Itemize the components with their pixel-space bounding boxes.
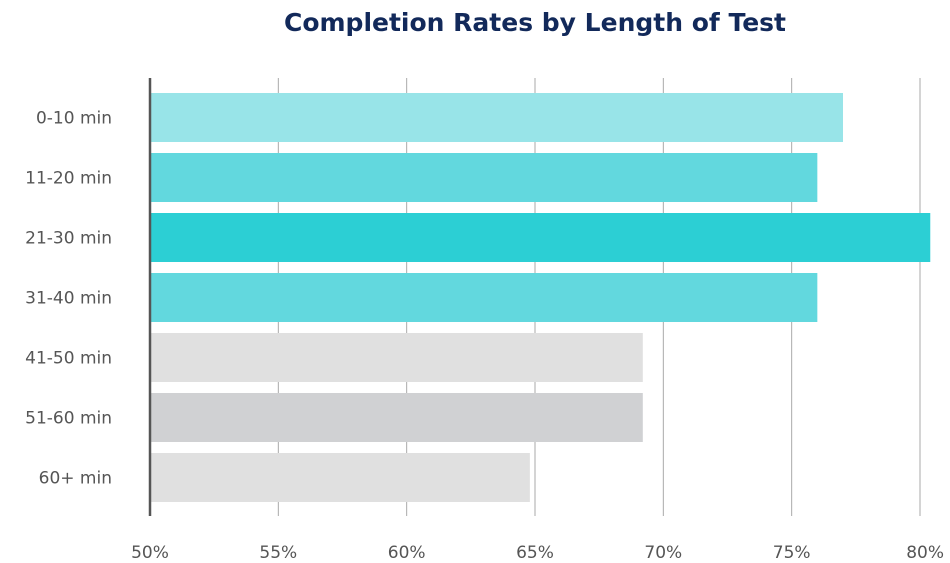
bar-0-10-min <box>150 93 843 142</box>
bar-11-20-min <box>150 153 818 202</box>
category-label: 51-60 min <box>25 409 112 429</box>
bar-60-min <box>150 453 530 502</box>
x-tick-label: 80% <box>906 543 944 563</box>
x-tick-label: 55% <box>259 543 297 563</box>
bar-31-40-min <box>150 273 818 322</box>
category-label: 41-50 min <box>25 349 112 369</box>
category-label: 0-10 min <box>36 109 112 129</box>
bar-21-30-min <box>150 213 931 262</box>
x-tick-label: 50% <box>131 543 169 563</box>
category-label: 60+ min <box>39 469 112 489</box>
x-tick-labels: 50% 55% 60% 65% 70% 75% 80% <box>131 543 944 563</box>
category-labels: 0-10 min 11-20 min 21-30 min 31-40 min 41-50… <box>25 109 112 489</box>
category-label: 21-30 min <box>25 229 112 249</box>
bar-41-50-min <box>150 333 643 382</box>
bars <box>150 93 931 502</box>
bar-51-60-min <box>150 393 643 442</box>
chart-title: Completion Rates by Length of Test <box>283 8 786 37</box>
category-label: 11-20 min <box>25 169 112 189</box>
category-label: 31-40 min <box>25 289 112 309</box>
x-tick-label: 65% <box>516 543 554 563</box>
x-tick-label: 60% <box>388 543 426 563</box>
x-tick-label: 70% <box>644 543 682 563</box>
x-tick-label: 75% <box>773 543 811 563</box>
